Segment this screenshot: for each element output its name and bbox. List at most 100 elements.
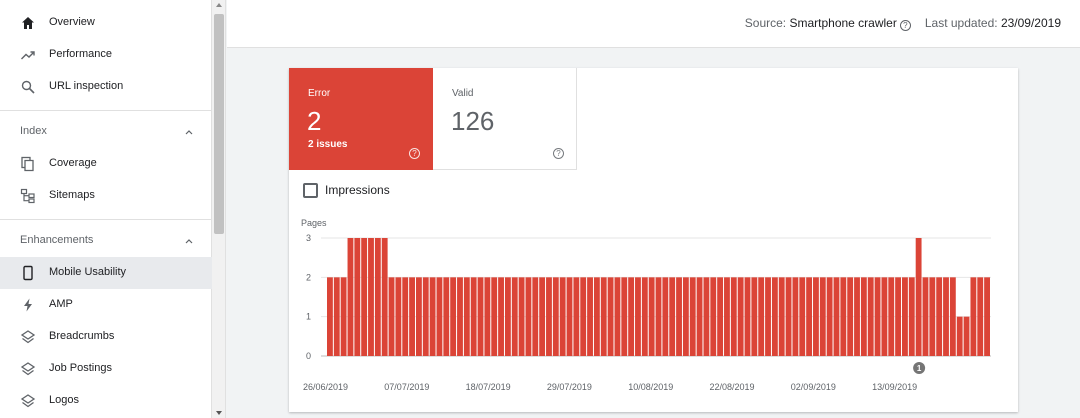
section-index-header[interactable]: Index: [0, 116, 212, 148]
chart-bar: [511, 277, 518, 356]
chart-bar: [806, 277, 813, 356]
chart-bar: [443, 277, 450, 356]
error-label: Error: [308, 88, 331, 99]
x-tick-label: 07/07/2019: [384, 382, 429, 392]
chart-bar: [450, 277, 457, 356]
chart-bar: [381, 238, 388, 356]
chart-bar: [840, 277, 847, 356]
chart-bar: [929, 277, 936, 356]
chart-bar: [655, 277, 662, 356]
pages-bar-chart: Pages 0 1 2 3 26/06/2019 07/07/2019 18/07/2019 2…: [301, 218, 991, 392]
chart-bar: [689, 277, 696, 356]
sidebar-item-label: Mobile Usability: [49, 266, 127, 278]
y-tick-label: 1: [306, 312, 311, 322]
chart-bar: [635, 277, 641, 356]
source-label: Source:: [744, 16, 787, 30]
sidebar-item-amp[interactable]: AMP: [0, 289, 212, 321]
chart-bar: [374, 238, 381, 356]
sidebar-item-label: Overview: [49, 16, 95, 28]
sidebar-scrollbar[interactable]: [212, 0, 226, 418]
help-icon[interactable]: ?: [553, 148, 564, 159]
chart-bar: [573, 277, 580, 356]
valid-count: 126: [451, 106, 495, 136]
chart-bar: [395, 277, 402, 356]
report-meta: Source: Smartphone crawler? Last updated:…: [745, 16, 1061, 31]
chart-bar: [347, 238, 354, 356]
chart-bar: [361, 238, 368, 356]
chart-bar: [552, 277, 559, 356]
sidebar-item-overview[interactable]: Overview: [0, 7, 212, 39]
section-enhancements-header[interactable]: Enhancements: [0, 225, 212, 257]
sidebar-item-coverage[interactable]: Coverage: [0, 148, 212, 180]
sidebar-item-performance[interactable]: Performance: [0, 39, 212, 71]
chart-bar: [559, 277, 566, 356]
sidebar-item-breadcrumbs[interactable]: Breadcrumbs: [0, 321, 212, 353]
sidebar-item-label: Breadcrumbs: [49, 330, 115, 342]
chart-bar: [340, 277, 347, 356]
chart-bar: [778, 277, 785, 356]
chart-bar: [621, 277, 628, 356]
chart-bar: [566, 277, 573, 356]
chart-bar: [546, 277, 552, 356]
chart-bar: [641, 277, 648, 356]
sidebar-item-sitemaps[interactable]: Sitemaps: [0, 180, 212, 212]
valid-tile[interactable]: Valid 126 ?: [433, 68, 577, 170]
scroll-down-arrow-icon[interactable]: [216, 411, 222, 415]
y-tick-label: 3: [306, 233, 311, 243]
chart-bar: [415, 277, 422, 356]
y-axis-label: Pages: [301, 218, 327, 228]
chart-bar: [607, 277, 614, 356]
trending-up-icon: [20, 47, 36, 63]
chart-bar: [984, 277, 990, 356]
chart-bar: [744, 277, 751, 356]
chart-bar: [327, 277, 333, 356]
layers-icon: [20, 329, 36, 345]
chart-bar: [662, 277, 669, 356]
layers-icon: [20, 393, 36, 409]
sidebar-item-job-postings[interactable]: Job Postings: [0, 353, 212, 385]
chart-bar: [354, 238, 361, 356]
chart-bar: [368, 238, 374, 356]
sidebar-item-logos[interactable]: Logos: [0, 385, 212, 417]
sidebar-item-url-inspection[interactable]: URL inspection: [0, 71, 212, 103]
bolt-icon: [20, 297, 36, 313]
x-tick-label: 10/08/2019: [628, 382, 673, 392]
chart-bar: [943, 277, 949, 356]
error-tile[interactable]: Error 2 2 issues ?: [289, 68, 433, 170]
scroll-up-arrow-icon[interactable]: [216, 3, 222, 7]
chart-bar: [833, 277, 840, 356]
chart-bar: [765, 277, 771, 356]
help-icon[interactable]: ?: [409, 148, 420, 159]
chart-bar: [867, 277, 874, 356]
chart-bar: [696, 277, 703, 356]
phone-icon: [20, 265, 36, 281]
sidebar-divider: [0, 219, 212, 220]
chart-bar: [504, 277, 511, 356]
help-icon[interactable]: ?: [899, 20, 911, 31]
chart-bar: [826, 277, 833, 356]
chart-bar: [724, 277, 730, 356]
chart-bar: [977, 277, 984, 356]
x-tick-label: 22/08/2019: [710, 382, 755, 392]
chart-bar: [737, 277, 744, 356]
scroll-thumb[interactable]: [214, 14, 224, 234]
chart-bar: [758, 277, 765, 356]
x-tick-label: 29/07/2019: [547, 382, 592, 392]
chart-bar: [963, 316, 970, 356]
coverage-icon: [20, 156, 36, 172]
impressions-checkbox[interactable]: [303, 183, 318, 198]
chevron-up-icon: [185, 130, 193, 135]
report-card: Error 2 2 issues ? Valid 126 ? Impressio…: [289, 68, 1018, 412]
chart-bar: [498, 277, 504, 356]
chart-bar: [771, 277, 778, 356]
chart-bar: [895, 277, 902, 356]
top-bar: Source: Smartphone crawler? Last updated:…: [227, 0, 1080, 48]
chart-bar: [580, 277, 587, 356]
chart-bar: [429, 277, 436, 356]
sidebar-item-mobile-usability[interactable]: Mobile Usability: [0, 257, 212, 289]
section-label: Enhancements: [20, 234, 94, 246]
y-tick-label: 2: [306, 272, 311, 282]
x-tick-label: 26/06/2019: [303, 382, 348, 392]
chart-bar: [587, 277, 593, 356]
chart-bar: [669, 277, 676, 356]
